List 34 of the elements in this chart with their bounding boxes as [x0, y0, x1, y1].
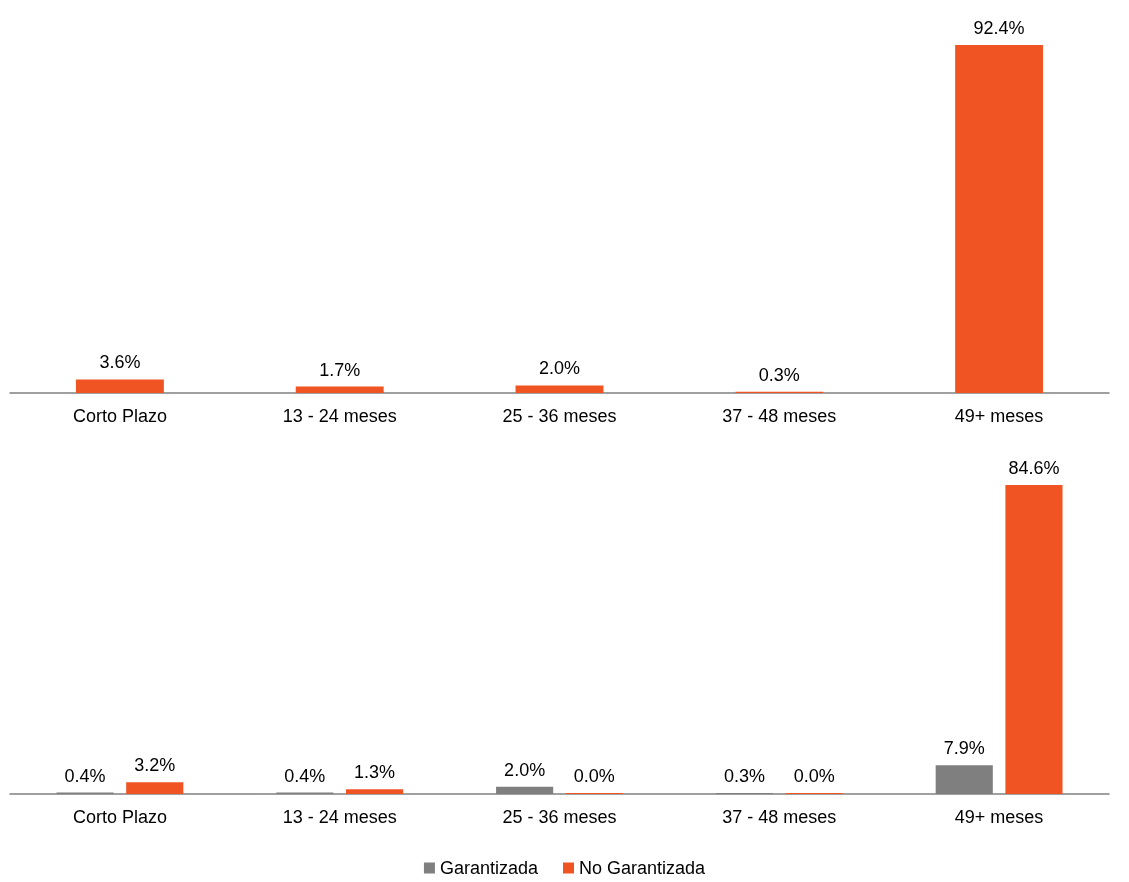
- x-tick-label: Corto Plazo: [72, 406, 167, 426]
- data-label: 84.6%: [1008, 458, 1060, 478]
- data-label: 3.2%: [134, 755, 176, 776]
- x-tick-label: 25 - 36 meses: [502, 807, 617, 827]
- x-tick-label: 13 - 24 meses: [282, 807, 397, 827]
- data-label: 2.0%: [538, 358, 581, 379]
- bar: [955, 45, 1044, 393]
- data-label: 0.0%: [793, 766, 835, 786]
- bar: [75, 379, 164, 393]
- data-label: 0.3%: [758, 364, 800, 385]
- data-label: 0.4%: [284, 765, 326, 786]
- x-tick-label: 49+ meses: [954, 807, 1044, 827]
- bar: [1005, 485, 1063, 794]
- legend-label: Garantizada: [439, 858, 539, 878]
- x-tick-label: Corto Plazo: [72, 807, 167, 827]
- x-tick-label: 25 - 36 meses: [502, 406, 617, 426]
- x-tick-label: 13 - 24 meses: [282, 406, 397, 426]
- legend-label: No Garantizada: [578, 858, 707, 878]
- x-tick-label: 37 - 48 meses: [722, 406, 837, 426]
- data-label: 1.7%: [319, 359, 361, 380]
- bar: [515, 385, 604, 393]
- data-label: 7.9%: [943, 738, 985, 759]
- data-label: 92.4%: [973, 18, 1025, 38]
- x-tick-label: 37 - 48 meses: [722, 807, 837, 827]
- data-label: 3.6%: [99, 352, 141, 373]
- bar: [345, 789, 404, 794]
- bar: [295, 386, 384, 393]
- data-label: 2.0%: [504, 759, 546, 780]
- x-tick-label: 49+ meses: [954, 406, 1044, 426]
- data-label: 0.0%: [573, 766, 615, 786]
- data-label: 0.3%: [723, 765, 765, 786]
- data-label: 0.4%: [64, 765, 106, 786]
- bar: [126, 782, 184, 794]
- data-label: 1.3%: [354, 762, 396, 783]
